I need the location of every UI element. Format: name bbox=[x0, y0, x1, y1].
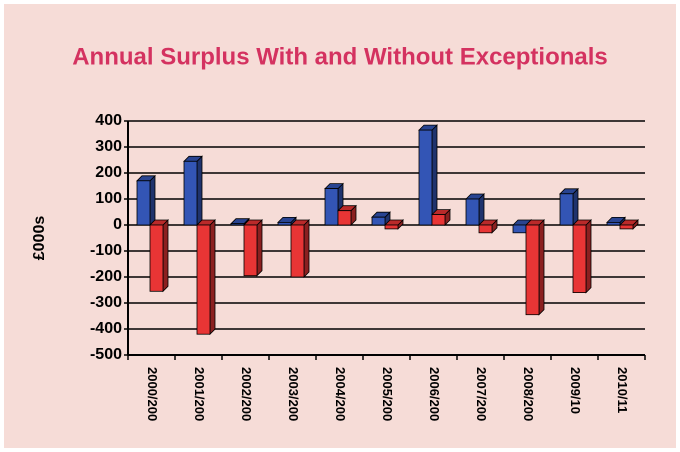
bar-side bbox=[196, 155, 203, 226]
bar-side bbox=[256, 219, 263, 277]
bar bbox=[183, 160, 198, 226]
bar bbox=[418, 129, 433, 226]
chart-title: Annual Surplus With and Without Exceptio… bbox=[72, 43, 608, 70]
bar bbox=[136, 180, 151, 226]
bar-side bbox=[162, 219, 169, 293]
bar-side bbox=[303, 219, 310, 278]
bar bbox=[324, 188, 339, 226]
x-tick-label: 2000/200 bbox=[145, 367, 160, 421]
x-tick-label: 2005/200 bbox=[380, 367, 395, 421]
bar-side bbox=[572, 187, 579, 226]
bar-side bbox=[585, 219, 592, 294]
bar bbox=[337, 210, 352, 226]
chart-background bbox=[4, 4, 676, 448]
bar bbox=[525, 224, 540, 316]
bar bbox=[230, 223, 245, 226]
x-tick-label: 2010/11 bbox=[615, 367, 630, 413]
bar bbox=[277, 221, 292, 226]
bar-side bbox=[209, 219, 216, 336]
y-tick-label: -200 bbox=[90, 268, 122, 285]
bar bbox=[384, 224, 399, 230]
y-axis-label: £000s bbox=[31, 216, 48, 261]
x-tick-label: 2008/200 bbox=[521, 367, 536, 421]
bar bbox=[243, 224, 258, 277]
y-tick-label: -400 bbox=[90, 320, 122, 337]
bar bbox=[431, 214, 446, 226]
y-tick-label: -100 bbox=[90, 242, 122, 259]
bar bbox=[465, 198, 480, 226]
bar-side bbox=[149, 174, 156, 226]
bar bbox=[290, 224, 305, 278]
x-tick-label: 2001/200 bbox=[192, 367, 207, 421]
bar bbox=[371, 216, 386, 226]
bar bbox=[606, 221, 621, 226]
y-tick-label: 0 bbox=[113, 216, 122, 233]
bar bbox=[149, 224, 164, 292]
bar bbox=[512, 224, 527, 234]
x-tick-label: 2004/200 bbox=[333, 367, 348, 421]
x-tick-label: 2009/10 bbox=[568, 367, 583, 414]
y-tick-label: 100 bbox=[95, 190, 122, 207]
bar bbox=[196, 224, 211, 335]
bar-side bbox=[538, 219, 545, 316]
y-tick-label: 400 bbox=[95, 112, 122, 129]
x-tick-label: 2002/200 bbox=[239, 367, 254, 421]
x-tick-label: 2006/200 bbox=[427, 367, 442, 421]
y-tick-label: -300 bbox=[90, 294, 122, 311]
y-tick-label: 200 bbox=[95, 164, 122, 181]
x-tick-label: 2007/200 bbox=[474, 367, 489, 421]
bar bbox=[478, 224, 493, 234]
bar bbox=[619, 224, 634, 230]
x-tick-label: 2003/200 bbox=[286, 367, 301, 421]
bar bbox=[559, 193, 574, 226]
y-tick-label: 300 bbox=[95, 138, 122, 155]
bar bbox=[572, 224, 587, 293]
y-tick-label: -500 bbox=[90, 346, 122, 363]
